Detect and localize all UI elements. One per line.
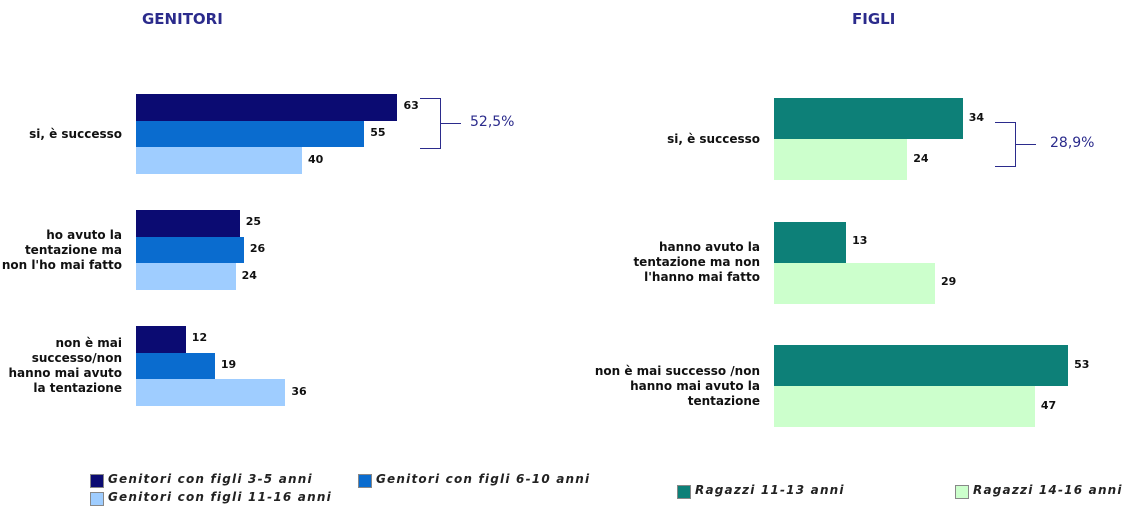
bar [136,326,186,353]
bracket [995,122,1016,167]
annotation: 52,5% [470,113,515,130]
value-label: 24 [241,268,257,282]
legend-label: Genitori con figli 6-10 anni [376,472,591,486]
bracket-tick [1016,143,1036,145]
legend-label: Ragazzi 11-13 anni [695,483,845,497]
chart-title: FIGLI [852,10,896,28]
legend-swatch [677,485,691,499]
bracket-tick [441,122,461,124]
bar [774,98,963,139]
value-label: 29 [940,275,957,288]
bar [136,236,244,264]
bar [136,352,215,380]
legend-label: Genitori con figli 11-16 anni [108,490,332,504]
category-label: ho avuto la tentazione ma non l'ho mai f… [1,227,122,272]
legend-swatch [90,474,104,488]
legend-swatch [90,492,104,506]
value-label: 47 [1040,398,1057,412]
value-label: 24 [913,151,929,165]
bar [774,345,1069,386]
value-label: 36 [291,384,307,398]
bar [136,263,236,291]
bar [136,210,240,237]
bar [136,94,398,121]
bar [774,386,1035,427]
legend-swatch [358,474,372,488]
value-label: 26 [249,242,266,256]
bracket [420,98,441,149]
category-label: hanno avuto la tentazione ma non l'hanno… [633,240,760,284]
legend-label: Genitori con figli 3-5 anni [108,472,313,486]
category-label: non è mai successo /non hanno mai avuto … [594,363,760,408]
bar [136,147,302,175]
value-label: 12 [191,331,208,345]
value-label: 55 [370,126,386,140]
value-label: 40 [308,152,324,166]
value-label: 13 [852,234,868,247]
value-label: 25 [245,215,262,229]
value-label: 19 [220,358,237,372]
annotation: 28,9% [1050,134,1095,151]
bar [136,379,286,407]
value-label: 34 [968,110,984,124]
category-label: si, è successo [29,126,122,141]
category-label: non è mai successo/non hanno mai avuto l… [8,336,122,396]
bar [774,139,908,180]
category-label: si, è successo [667,131,760,146]
legend-label: Ragazzi 14-16 anni [973,483,1123,497]
bar [774,262,935,304]
chart-title: GENITORI [142,10,223,28]
value-label: 53 [1074,357,1090,371]
legend-swatch [955,485,969,499]
bar [774,221,847,263]
bar [136,120,365,148]
value-label: 63 [403,99,419,113]
